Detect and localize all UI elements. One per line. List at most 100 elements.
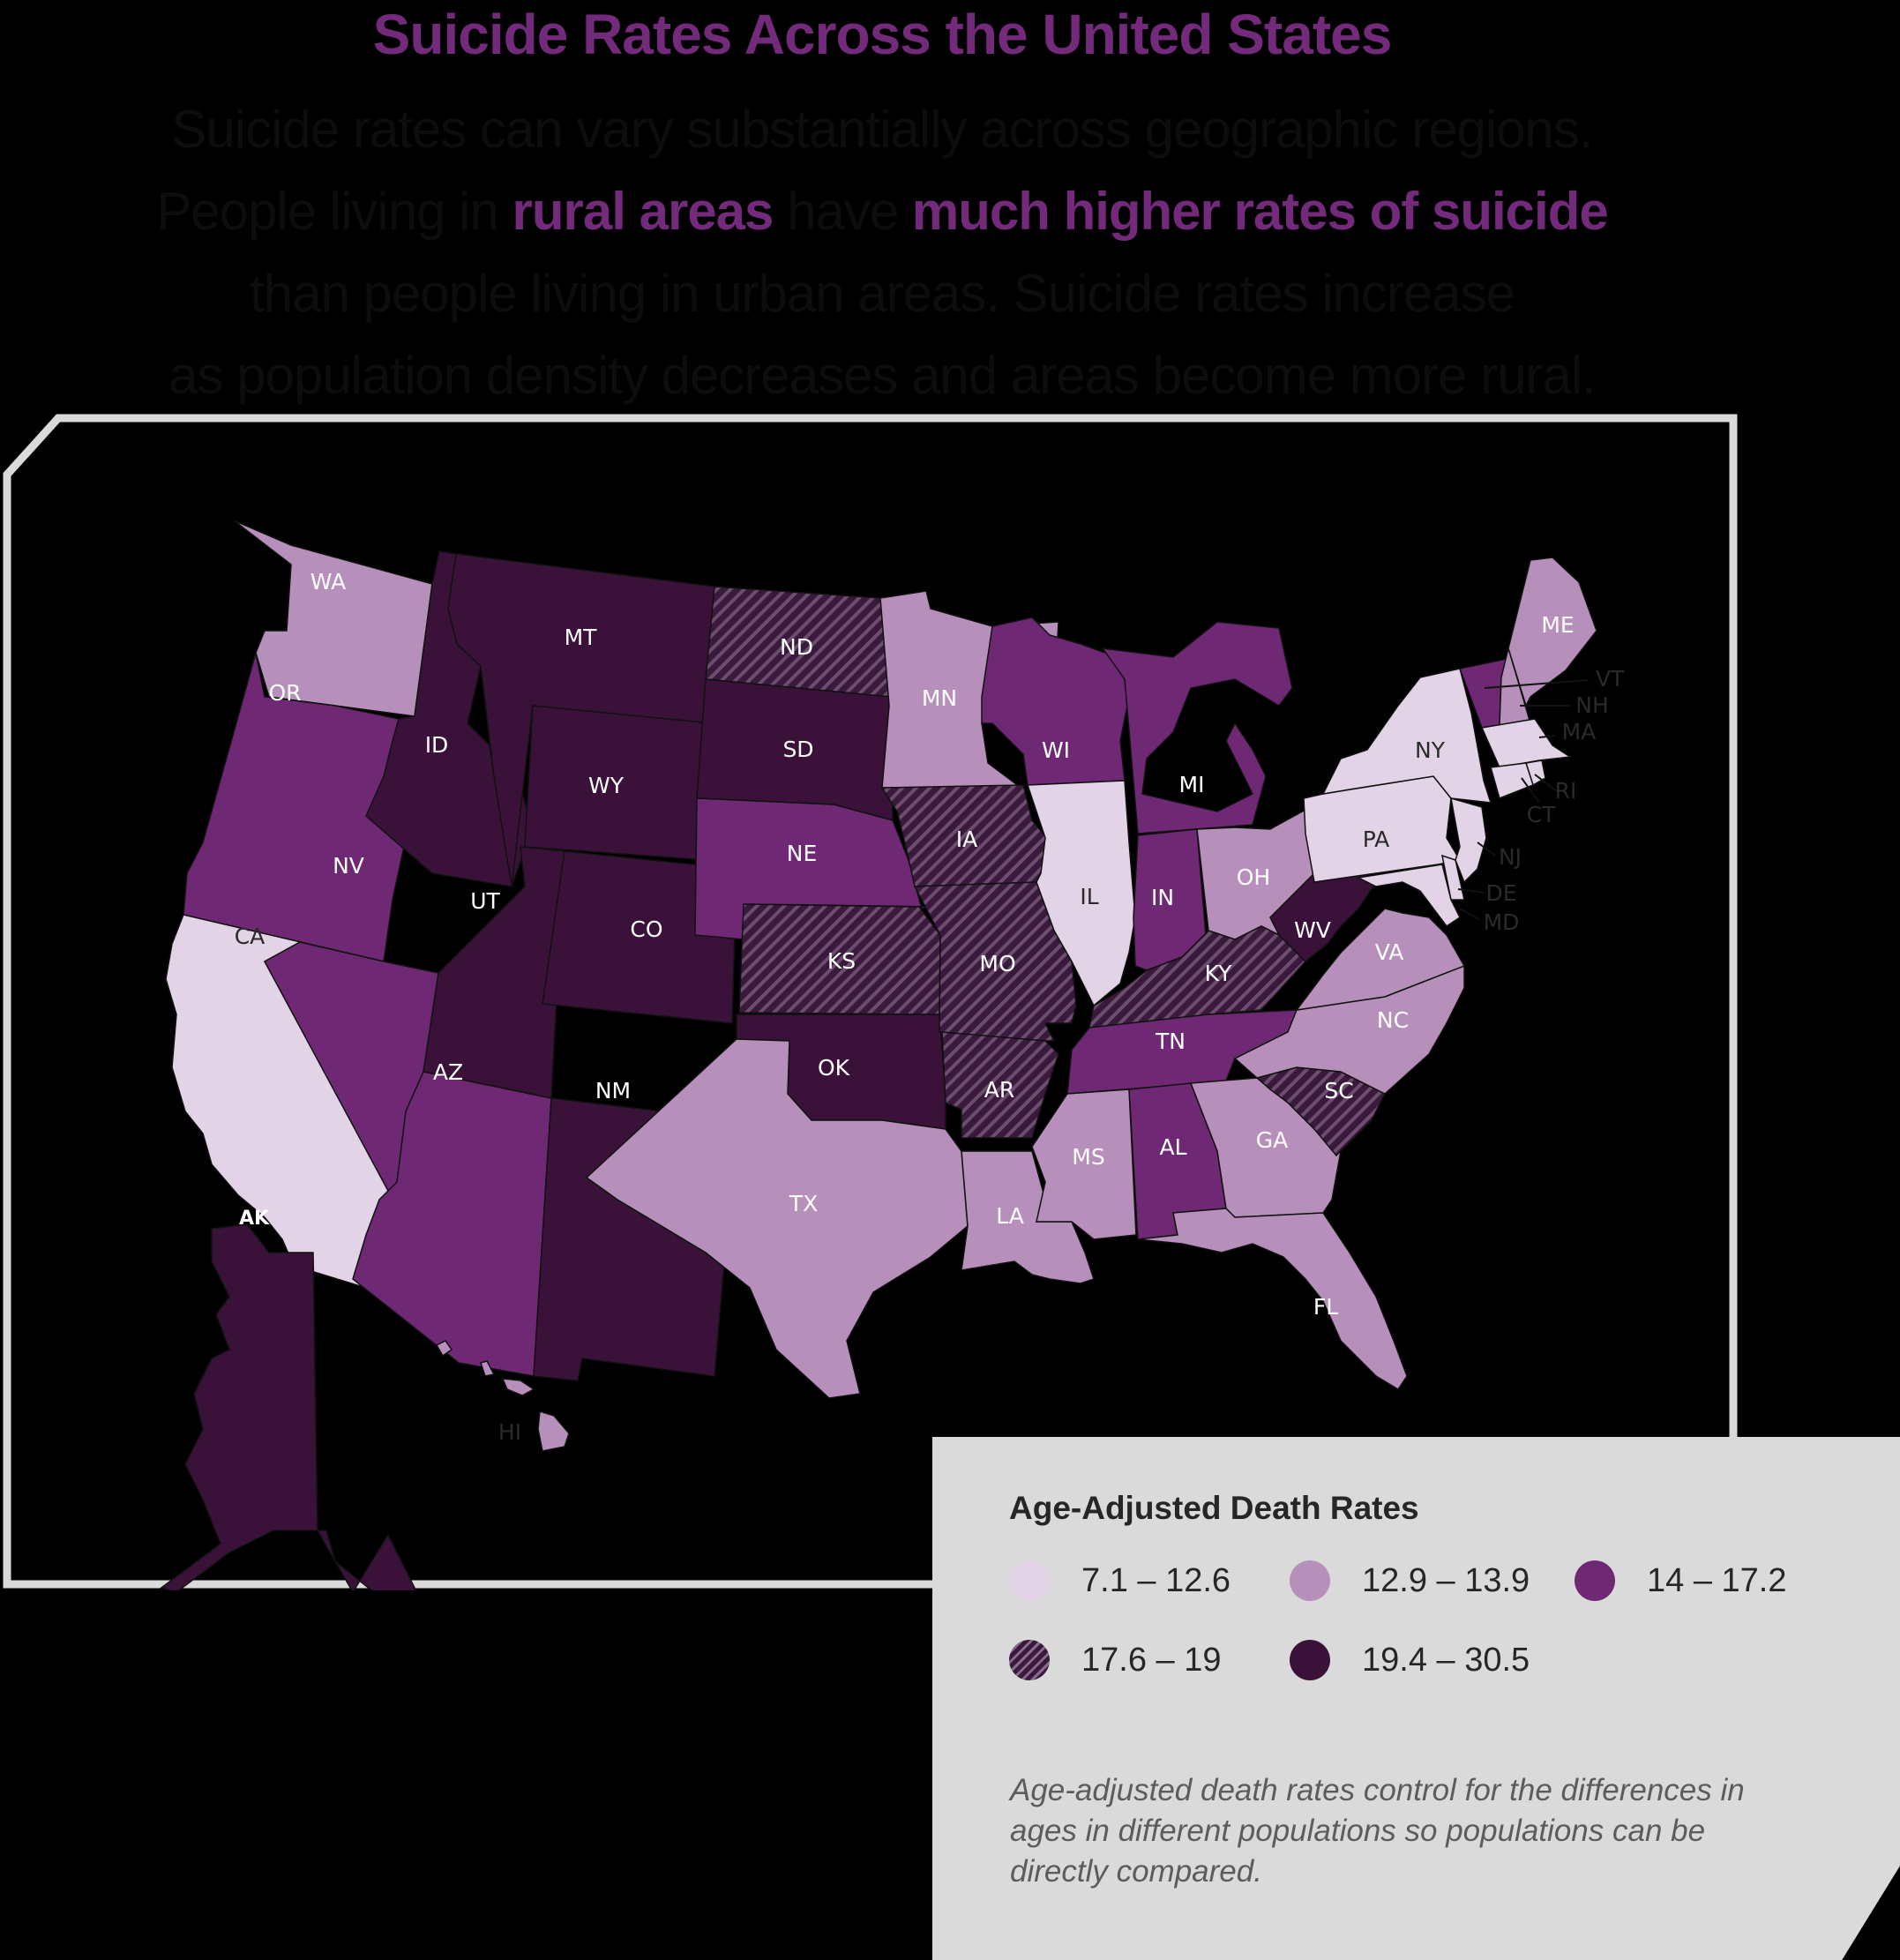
label-NJ: NJ [1499,844,1522,870]
label-TX: TX [789,1191,818,1216]
label-IA: IA [956,827,977,852]
label-KS: KS [827,948,856,974]
label-FL: FL [1313,1294,1338,1320]
label-MA: MA [1562,719,1597,744]
intro-paragraph: Suicide rates can vary substantially acr… [35,88,1729,416]
legend-box: Age-Adjusted Death Rates 7.1 – 12.6 12.9… [932,1437,1900,1960]
callout-lines [1457,679,1589,921]
label-ID: ID [425,732,449,758]
label-PA: PA [1363,827,1390,852]
state-HI-island [480,1360,496,1377]
label-NM: NM [595,1078,631,1103]
label-AK: AK [239,1208,270,1230]
label-HI: HI [498,1419,521,1445]
legend-label: 17.6 – 19 [1081,1641,1222,1679]
label-OK: OK [818,1055,850,1081]
intro-line-2: People living in rural areas have much h… [35,170,1729,252]
legend-label: 14 – 17.2 [1647,1561,1787,1599]
label-RI: RI [1555,778,1577,804]
legend-item-bin2: 12.9 – 13.9 [1290,1560,1530,1601]
label-MT: MT [565,625,598,650]
label-WY: WY [588,773,625,798]
intro-text: People living in [156,182,512,241]
label-VA: VA [1375,939,1404,965]
intro-line-4: as population density decreases and area… [168,346,1597,405]
state-WV [1269,872,1378,963]
state-TX [585,1038,969,1399]
label-NH: NH [1575,692,1609,718]
label-ME: ME [1541,612,1574,638]
label-IL: IL [1080,884,1098,909]
legend-swatch-circle-icon [1290,1640,1330,1680]
legend-swatch-hatched-icon [1009,1640,1050,1680]
state-MS [1031,1088,1137,1240]
label-AL: AL [1159,1134,1186,1160]
label-DE: DE [1485,880,1516,906]
label-TN: TN [1155,1029,1186,1054]
label-GA: GA [1256,1127,1288,1153]
label-NY: NY [1415,737,1446,763]
state-OR [183,652,415,962]
legend-label: 7.1 – 12.6 [1081,1561,1231,1599]
state-MD [1356,864,1461,928]
label-CA: CA [235,924,266,949]
legend-swatch-circle-icon [1290,1560,1330,1601]
label-NE: NE [787,841,818,866]
intro-line-3: than people living in urban areas. Suici… [250,264,1515,323]
state-AR [941,1031,1059,1139]
state-CT [1490,762,1534,800]
state-WA [233,520,433,717]
label-MO: MO [979,951,1015,976]
legend-item-bin4: 17.6 – 19 [1009,1640,1221,1680]
state-FL [1137,1208,1408,1391]
legend-item-bin1: 7.1 – 12.6 [1009,1560,1231,1601]
label-MN: MN [922,685,957,711]
label-NC: NC [1377,1007,1409,1033]
label-ND: ND [780,634,813,660]
state-HI-group [435,1340,570,1452]
state-VA [1295,908,1466,1012]
state-WI [981,617,1130,786]
label-SC: SC [1324,1078,1353,1103]
label-WA: WA [310,569,346,595]
label-UT: UT [470,888,500,914]
legend-swatch-circle-icon [1575,1560,1615,1601]
label-VT: VT [1596,666,1625,692]
state-HI-island [501,1378,535,1396]
highlight-higher-rates: much higher rates of suicide [911,182,1609,241]
state-MA [1480,718,1573,768]
label-OH: OH [1237,864,1270,890]
us-choropleth-map: WA OR CA ID NV MT WY UT AZ CO NM ND SD N… [3,414,1738,1590]
label-WI: WI [1042,737,1070,763]
state-TN [1066,1009,1298,1095]
legend-item-bin3: 14 – 17.2 [1575,1560,1786,1601]
legend-swatch-circle-icon [1009,1560,1050,1601]
state-NY [1321,668,1492,804]
legend-item-bin5: 19.4 – 30.5 [1290,1640,1530,1680]
label-OR: OR [268,680,301,706]
label-CT: CT [1527,802,1556,827]
state-AK [160,1223,417,1590]
label-CO: CO [630,916,662,942]
label-IN: IN [1151,885,1174,910]
state-HI-island [435,1340,453,1358]
frame-border [3,414,1738,1589]
state-HI-island [537,1410,570,1452]
intro-text: have [773,182,912,241]
label-WV: WV [1294,917,1331,943]
label-NV: NV [333,853,364,879]
page-title: Suicide Rates Across the United States [372,3,1393,66]
label-MD: MD [1484,909,1520,935]
intro-line-1: Suicide rates can vary substantially acr… [171,100,1593,159]
state-NJ [1450,797,1487,884]
state-labels: WA OR CA ID NV MT WY UT AZ CO NM ND SD N… [235,569,1625,1445]
legend-note: Age-adjusted death rates control for the… [1010,1773,1745,1889]
label-SD: SD [782,737,813,762]
legend-label: 12.9 – 13.9 [1362,1561,1530,1599]
label-KY: KY [1205,961,1233,986]
map-frame: WA OR CA ID NV MT WY UT AZ CO NM ND SD N… [0,413,1742,1590]
highlight-rural-areas: rural areas [512,182,774,241]
label-MI: MI [1179,772,1205,797]
label-LA: LA [996,1203,1024,1229]
state-CO [542,850,737,1024]
